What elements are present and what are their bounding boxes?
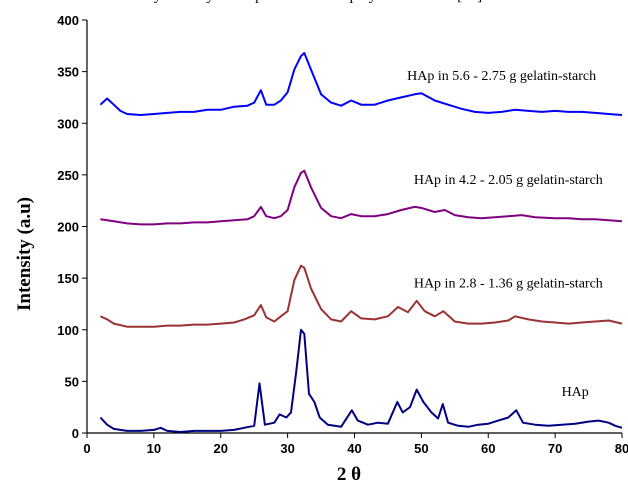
series-line-1 bbox=[100, 169, 623, 226]
y-tick-label: 100 bbox=[57, 323, 79, 338]
y-tick-label: 300 bbox=[57, 116, 79, 131]
series-line-2 bbox=[99, 264, 623, 328]
x-tick-label: 30 bbox=[280, 441, 294, 456]
y-tick-label: 250 bbox=[57, 168, 79, 183]
y-tick-label: 0 bbox=[72, 426, 79, 441]
y-tick-label: 50 bbox=[65, 374, 79, 389]
page-text-fragment: crystallinity in the presence of the pol… bbox=[0, 0, 628, 8]
x-tick-label: 40 bbox=[347, 441, 361, 456]
y-tick-label: 200 bbox=[57, 220, 79, 235]
series-label-1: HAp in 4.2 - 2.05 g gelatin-starch bbox=[414, 173, 603, 188]
y-tick-label: 400 bbox=[57, 13, 79, 28]
axes: 0 50 100 150 200 250 300 350 400 0 10 20 30 40 50 60 70 8… bbox=[57, 13, 628, 456]
x-tick-label: 70 bbox=[548, 441, 562, 456]
y-tick-label: 350 bbox=[57, 65, 79, 80]
x-tick-label: 10 bbox=[147, 441, 161, 456]
series-label-3: HAp bbox=[562, 385, 589, 400]
series-line-3 bbox=[99, 328, 623, 433]
x-tick-label: 80 bbox=[615, 441, 628, 456]
series-labels: HAp in 5.6 - 2.75 g gelatin-starch HAp in… bbox=[407, 69, 603, 400]
y-axis-title: Intensity (a.u) bbox=[14, 197, 35, 311]
x-tick-label: 50 bbox=[414, 441, 428, 456]
y-tick-label: 150 bbox=[57, 271, 79, 286]
series-line-0 bbox=[99, 52, 623, 116]
series-label-0: HAp in 5.6 - 2.75 g gelatin-starch bbox=[407, 69, 596, 84]
x-tick-label: 0 bbox=[83, 441, 90, 456]
x-tick-label: 60 bbox=[481, 441, 495, 456]
series-label-2: HAp in 2.8 - 1.36 g gelatin-starch bbox=[414, 276, 603, 291]
series-lines bbox=[99, 52, 623, 433]
x-tick-label: 20 bbox=[214, 441, 228, 456]
x-axis-title: 2 θ bbox=[337, 464, 361, 485]
